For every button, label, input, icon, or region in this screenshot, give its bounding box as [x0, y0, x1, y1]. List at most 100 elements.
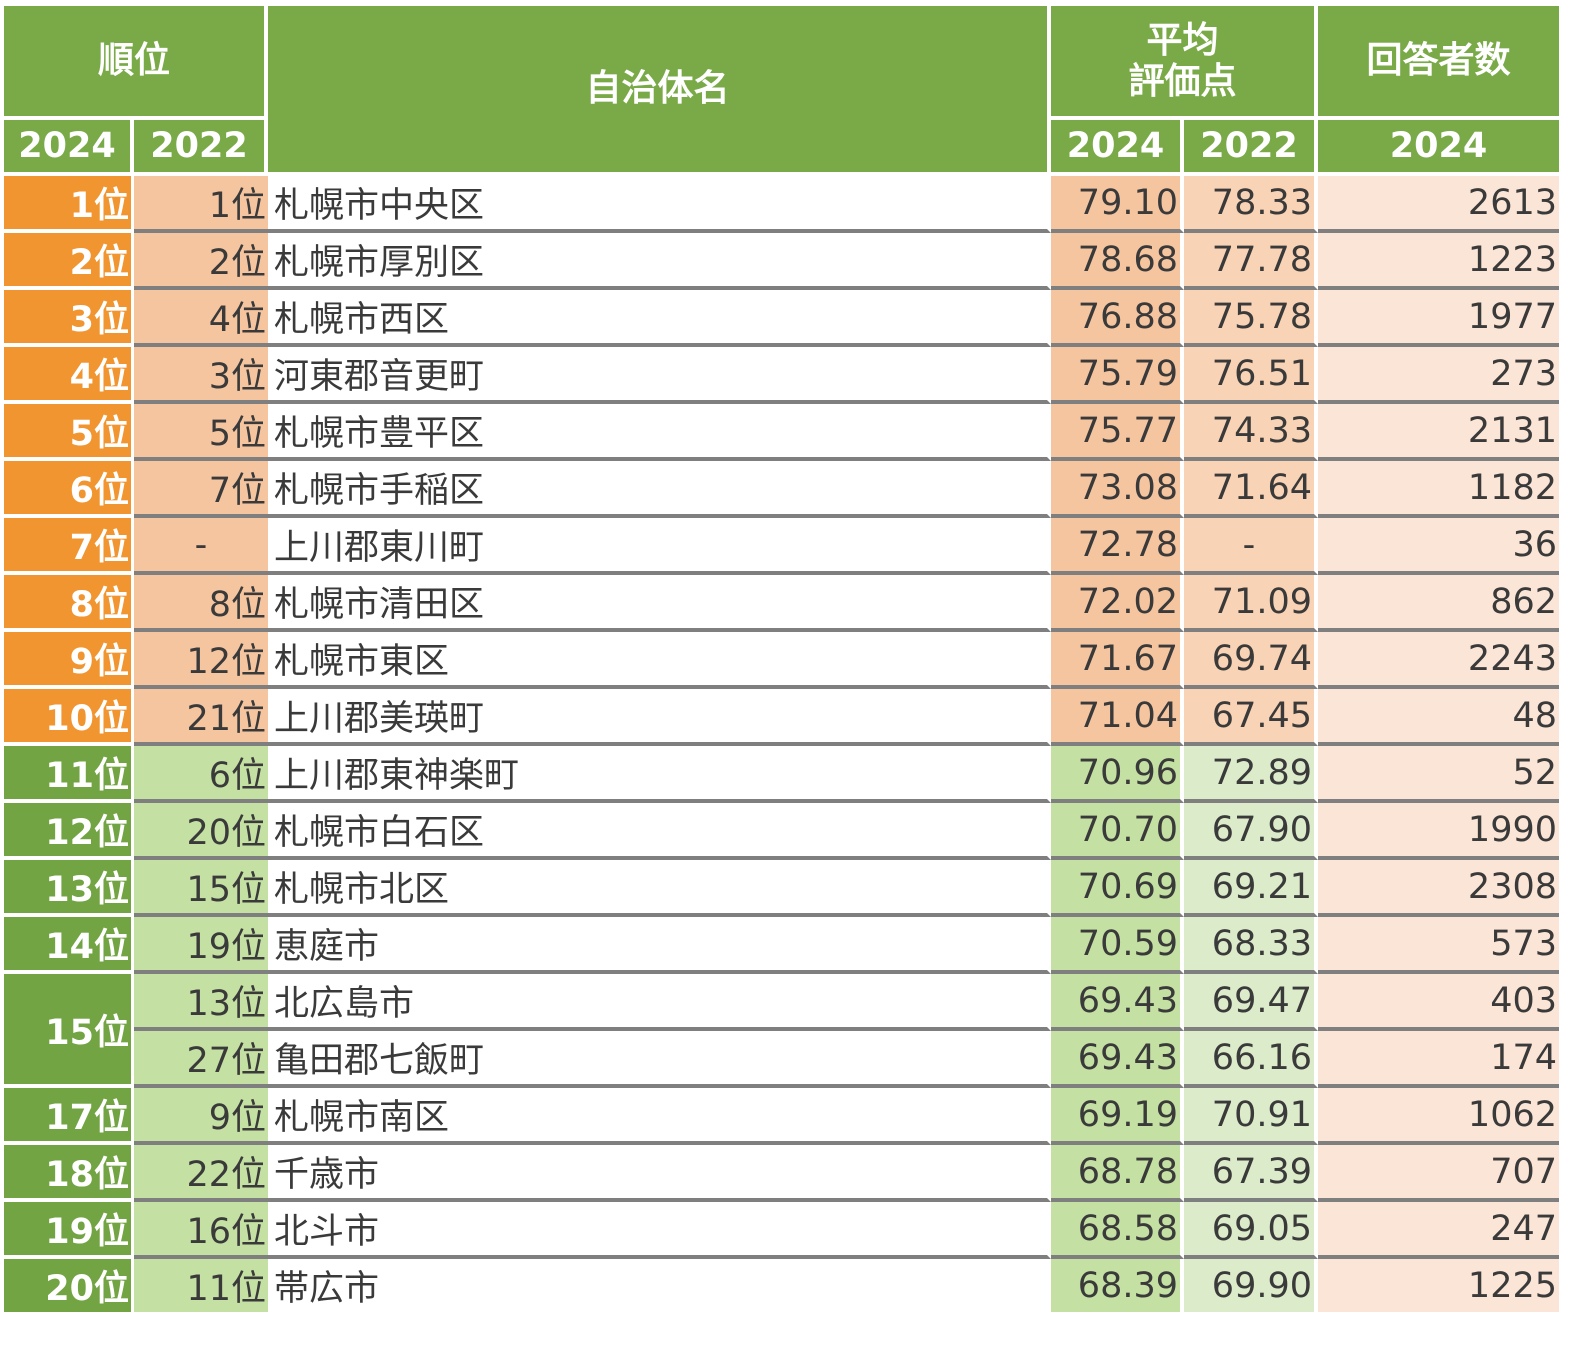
- score-2022-cell: 68.33: [1184, 917, 1318, 974]
- rank-2022-cell: 21位: [134, 689, 268, 746]
- score-2022-cell: 69.90: [1184, 1259, 1318, 1312]
- table-row: 18位 22位 千歳市 68.78 67.39 707: [4, 1145, 1559, 1202]
- score-header: 平均 評価点: [1051, 6, 1318, 120]
- score-2024-cell: 71.04: [1051, 689, 1184, 746]
- municipality-name-cell: 亀田郡七飯町: [268, 1031, 1051, 1088]
- rank-2022-cell: -: [134, 518, 268, 575]
- respondents-cell: 1990: [1318, 803, 1559, 860]
- rank-2024-cell: 7位: [4, 518, 134, 575]
- respondents-cell: 1223: [1318, 233, 1559, 290]
- score-2022-cell: 69.21: [1184, 860, 1318, 917]
- score-2024-cell: 72.02: [1051, 575, 1184, 632]
- rank-2022-cell: 2位: [134, 233, 268, 290]
- rank-2022-cell: 8位: [134, 575, 268, 632]
- score-2022-cell: 71.09: [1184, 575, 1318, 632]
- rank-2024-cell: 5位: [4, 404, 134, 461]
- municipality-name-cell: 上川郡東川町: [268, 518, 1051, 575]
- rank-2024-cell: 11位: [4, 746, 134, 803]
- municipality-name-cell: 札幌市厚別区: [268, 233, 1051, 290]
- municipality-name-cell: 札幌市手稲区: [268, 461, 1051, 518]
- score-2024-cell: 68.78: [1051, 1145, 1184, 1202]
- rank-2022-cell: 9位: [134, 1088, 268, 1145]
- score-2022-cell: 71.64: [1184, 461, 1318, 518]
- respondents-cell: 403: [1318, 974, 1559, 1031]
- table-row: 1位 1位 札幌市中央区 79.10 78.33 2613: [4, 176, 1559, 233]
- rank-2022-cell: 13位: [134, 974, 268, 1031]
- respondents-cell: 174: [1318, 1031, 1559, 1088]
- score-2024-cell: 70.70: [1051, 803, 1184, 860]
- rank-2024-cell: 1位: [4, 176, 134, 233]
- rank-2024-header: 2024: [4, 120, 134, 176]
- rank-2024-cell: 14位: [4, 917, 134, 974]
- municipality-name-cell: 上川郡美瑛町: [268, 689, 1051, 746]
- score-2022-cell: 67.45: [1184, 689, 1318, 746]
- municipality-name-cell: 河東郡音更町: [268, 347, 1051, 404]
- rank-2024-cell: 2位: [4, 233, 134, 290]
- respondents-cell: 1182: [1318, 461, 1559, 518]
- rank-2024-cell: 8位: [4, 575, 134, 632]
- rank-2022-cell: 4位: [134, 290, 268, 347]
- respondents-cell: 273: [1318, 347, 1559, 404]
- score-2022-cell: 75.78: [1184, 290, 1318, 347]
- table-row: 9位 12位 札幌市東区 71.67 69.74 2243: [4, 632, 1559, 689]
- score-2024-cell: 69.43: [1051, 974, 1184, 1031]
- respondents-cell: 2131: [1318, 404, 1559, 461]
- rank-2024-cell: 10位: [4, 689, 134, 746]
- rank-2024-cell: 20位: [4, 1259, 134, 1312]
- rank-header: 順位: [4, 6, 268, 120]
- rank-2024-cell: 15位: [4, 974, 134, 1088]
- rank-2022-header: 2022: [134, 120, 268, 176]
- table-row: 20位 11位 帯広市 68.39 69.90 1225: [4, 1259, 1559, 1312]
- rank-2024-cell: 6位: [4, 461, 134, 518]
- table-row: 27位 亀田郡七飯町 69.43 66.16 174: [4, 1031, 1559, 1088]
- score-2022-cell: 78.33: [1184, 176, 1318, 233]
- score-2024-header: 2024: [1051, 120, 1184, 176]
- score-2022-cell: 69.74: [1184, 632, 1318, 689]
- rank-2022-cell: 27位: [134, 1031, 268, 1088]
- respondents-cell: 862: [1318, 575, 1559, 632]
- score-2024-cell: 78.68: [1051, 233, 1184, 290]
- respondents-cell: 52: [1318, 746, 1559, 803]
- rank-2024-cell: 3位: [4, 290, 134, 347]
- score-2024-cell: 68.39: [1051, 1259, 1184, 1312]
- municipality-name-cell: 北斗市: [268, 1202, 1051, 1259]
- table-header: 順位 自治体名 平均 評価点 回答者数 2024 2022 2024 2022 …: [4, 6, 1559, 176]
- respondents-header: 回答者数: [1318, 6, 1559, 120]
- name-header: 自治体名: [268, 6, 1051, 176]
- score-2022-cell: 70.91: [1184, 1088, 1318, 1145]
- rank-2022-cell: 6位: [134, 746, 268, 803]
- table-row: 8位 8位 札幌市清田区 72.02 71.09 862: [4, 575, 1559, 632]
- table-row: 5位 5位 札幌市豊平区 75.77 74.33 2131: [4, 404, 1559, 461]
- score-2022-header: 2022: [1184, 120, 1318, 176]
- score-2022-cell: -: [1184, 518, 1318, 575]
- municipality-name-cell: 札幌市南区: [268, 1088, 1051, 1145]
- table-row: 7位 - 上川郡東川町 72.78-36: [4, 518, 1559, 575]
- rank-2022-cell: 15位: [134, 860, 268, 917]
- municipality-name-cell: 札幌市清田区: [268, 575, 1051, 632]
- score-2024-cell: 69.43: [1051, 1031, 1184, 1088]
- rank-2022-cell: 3位: [134, 347, 268, 404]
- rank-2022-cell: 7位: [134, 461, 268, 518]
- rank-2022-cell: 22位: [134, 1145, 268, 1202]
- score-2024-cell: 79.10: [1051, 176, 1184, 233]
- rank-2024-cell: 17位: [4, 1088, 134, 1145]
- ranking-table-container: 順位 自治体名 平均 評価点 回答者数 2024 2022 2024 2022 …: [4, 6, 1559, 1312]
- rank-2024-cell: 19位: [4, 1202, 134, 1259]
- respondents-cell: 2243: [1318, 632, 1559, 689]
- table-row: 19位 16位 北斗市 68.58 69.05 247: [4, 1202, 1559, 1259]
- rank-2022-cell: 19位: [134, 917, 268, 974]
- table-row: 6位 7位 札幌市手稲区 73.08 71.64 1182: [4, 461, 1559, 518]
- score-2022-cell: 74.33: [1184, 404, 1318, 461]
- municipality-name-cell: 千歳市: [268, 1145, 1051, 1202]
- table-row: 15位 13位 北広島市 69.43 69.47 403: [4, 974, 1559, 1088]
- table-row: 11位 6位 上川郡東神楽町 70.96 72.89 52: [4, 746, 1559, 803]
- respondents-cell: 36: [1318, 518, 1559, 575]
- score-2024-cell: 76.88: [1051, 290, 1184, 347]
- table-row: 17位 9位 札幌市南区 69.19 70.91 1062: [4, 1088, 1559, 1145]
- municipality-name-cell: 札幌市白石区: [268, 803, 1051, 860]
- respondents-cell: 573: [1318, 917, 1559, 974]
- ranking-table: 順位 自治体名 平均 評価点 回答者数 2024 2022 2024 2022 …: [4, 6, 1559, 1312]
- table-row: 12位 20位 札幌市白石区 70.70 67.90 1990: [4, 803, 1559, 860]
- score-header-label: 平均 評価点: [1128, 19, 1237, 102]
- table-row: 10位 21位 上川郡美瑛町 71.04 67.45 48: [4, 689, 1559, 746]
